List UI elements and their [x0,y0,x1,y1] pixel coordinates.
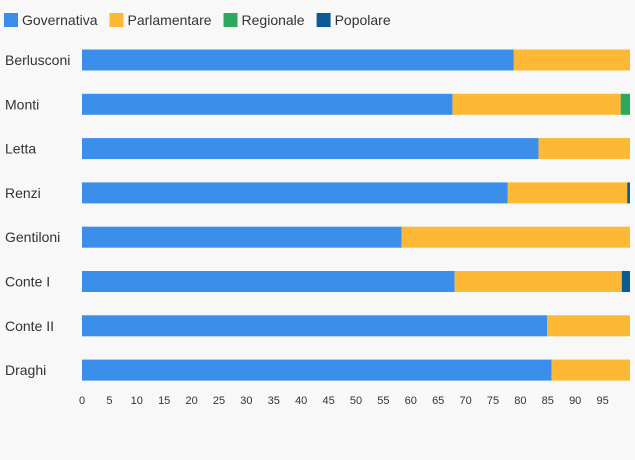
x-axis: 0 5 10 15 20 25 30 35 40 45 50 55 60 65 70 75 80 85 90 95 [79,395,609,407]
category-label: Renzi [5,185,41,201]
x-tick-label: 45 [322,395,334,407]
category-label: Monti [5,96,39,112]
x-tick-label: 90 [569,395,581,407]
legend-swatch-governativa [4,13,18,27]
bar-segment-parlamentare [513,49,630,71]
x-tick-label: 25 [213,395,225,407]
legend-label-parlamentare: Parlamentare [127,12,211,28]
x-tick-label: 30 [240,395,252,407]
bar-segment-governativa [82,182,508,204]
bar-segment-popolare [627,182,630,204]
bar-segment-parlamentare [547,315,630,337]
bar-segment-governativa [82,49,514,71]
x-tick-label: 0 [79,395,85,407]
x-tick-label: 75 [487,395,499,407]
bar-segment-governativa [82,271,455,292]
x-tick-label: 65 [432,395,444,407]
bar-segment-parlamentare [538,138,630,160]
category-label: Gentiloni [5,229,60,245]
bar-segment-governativa [82,226,402,248]
legend-label-popolare: Popolare [335,12,391,28]
bar-segment-popolare [621,271,630,292]
x-tick-label: 5 [106,395,112,407]
legend-label-governativa: Governativa [22,12,98,28]
bar-segment-governativa [82,359,552,381]
bar-segment-parlamentare [551,359,630,381]
x-tick-label: 95 [596,395,608,407]
x-tick-label: 20 [185,395,197,407]
category-label: Conte I [5,274,50,290]
x-tick-label: 10 [131,395,143,407]
legend-swatch-regionale [223,13,238,27]
bar-segment-regionale [620,93,630,115]
bar-segment-governativa [82,138,539,160]
category-label: Draghi [5,362,46,378]
x-tick-label: 80 [514,395,526,407]
bar-segment-governativa [82,315,548,337]
category-label: Berlusconi [5,52,70,68]
legend-swatch-parlamentare [109,13,124,27]
bar-segment-parlamentare [507,182,628,204]
x-tick-label: 60 [405,395,417,407]
bar-segment-parlamentare [454,271,622,292]
x-tick-label: 40 [295,395,307,407]
x-tick-label: 35 [268,395,280,407]
category-label: Letta [5,141,36,157]
bars [82,49,630,381]
x-tick-label: 55 [377,395,389,407]
x-tick-label: 70 [459,395,471,407]
x-tick-label: 15 [158,395,170,407]
category-label: Conte II [5,318,54,334]
legend-swatch-popolare [316,13,331,27]
bar-segment-parlamentare [452,93,621,115]
category-labels: Berlusconi Monti Letta Renzi Gentiloni Conte … [5,52,70,378]
bar-segment-parlamentare [401,226,630,248]
x-tick-label: 85 [542,395,554,407]
legend-label-regionale: Regionale [242,12,305,28]
x-tick-label: 50 [350,395,362,407]
bar-segment-governativa [82,93,453,115]
legend: Governativa Parlamentare Regionale Popolare [4,12,391,28]
